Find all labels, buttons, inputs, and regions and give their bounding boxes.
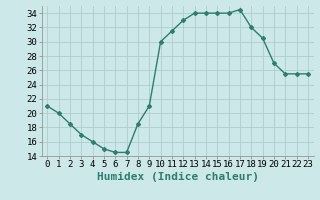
X-axis label: Humidex (Indice chaleur): Humidex (Indice chaleur) xyxy=(97,172,259,182)
